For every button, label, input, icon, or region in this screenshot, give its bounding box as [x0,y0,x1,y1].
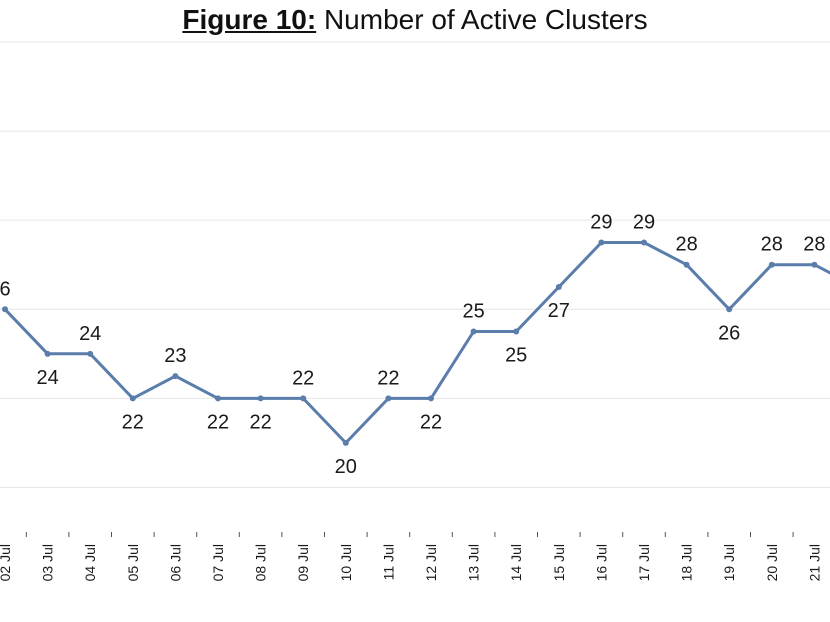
data-point [470,328,477,335]
data-point [513,328,520,335]
data-label: 27 [548,300,570,322]
data-label: 29 [590,211,612,233]
data-point [342,439,349,446]
data-point [768,261,775,268]
data-point [87,350,94,357]
x-tick-label: 08 Jul [253,544,269,581]
x-tick-label: 16 Jul [593,544,609,581]
data-label: 22 [122,411,144,433]
data-point [598,239,605,246]
x-tick-label: 18 Jul [679,544,695,581]
x-axis [25,532,794,537]
x-tick-label: 05 Jul [125,544,141,581]
data-label: 29 [633,211,655,233]
data-point [300,395,307,402]
data-point [683,261,690,268]
data-label: 22 [207,411,229,433]
x-tick-label: 15 Jul [551,544,567,581]
x-tick-label: 19 Jul [721,544,737,581]
data-label: 22 [292,367,314,389]
x-tick-label: 17 Jul [636,544,652,581]
data-point [555,284,562,290]
data-point [129,395,136,402]
x-tick-label: 07 Jul [210,544,226,581]
chart-title: Figure 10: Number of Active Clusters [0,4,830,36]
data-point [428,395,434,402]
x-tick-label: 20 Jul [764,544,780,581]
data-label: 28 [761,234,783,256]
data-point [641,239,647,246]
x-tick-label: 11 Jul [380,544,396,580]
x-tick-label: 09 Jul [295,544,311,581]
data-point [726,306,733,313]
x-tick-label: 02 Jul [0,544,13,581]
data-point [2,306,8,313]
data-label: 25 [462,301,484,323]
data-point [215,395,221,402]
data-point [172,373,179,380]
x-tick-label: 21 Jul [806,544,822,581]
data-label: 25 [505,345,527,367]
data-label: 22 [249,411,271,433]
data-point [257,395,264,402]
data-label: 23 [164,345,186,367]
data-label: 24 [79,323,101,345]
data-label: 22 [377,367,399,389]
gridlines [0,41,830,488]
data-label: 28 [803,234,825,256]
data-point [385,395,392,402]
data-label: 22 [420,411,442,433]
x-tick-label: 14 Jul [508,544,524,581]
x-tick-label: 10 Jul [338,544,354,581]
figure-number: Figure 10: [182,4,317,35]
x-tick-label: 03 Jul [40,544,56,581]
data-label: 6 [0,278,11,300]
x-tick-label: 06 Jul [167,544,183,581]
x-tick-labels: 02 Jul 03 Jul 04 Jul 05 Jul 06 Jul 07 Jul 08 J… [0,544,822,581]
data-label: 26 [718,322,740,344]
data-label: 24 [36,367,58,389]
data-label: 28 [675,234,697,256]
x-tick-label: 12 Jul [423,544,439,581]
data-point [811,261,818,268]
data-labels: 6 24 24 22 23 22 22 22 20 22 22 25 25 27 29 29 28 26 28 28 [0,211,826,477]
figure-title-text: Number of Active Clusters [323,4,648,35]
data-point [44,350,51,357]
data-points [2,239,818,446]
x-tick-label: 04 Jul [82,544,98,581]
data-label: 20 [335,456,357,478]
x-tick-label: 13 Jul [466,544,482,581]
